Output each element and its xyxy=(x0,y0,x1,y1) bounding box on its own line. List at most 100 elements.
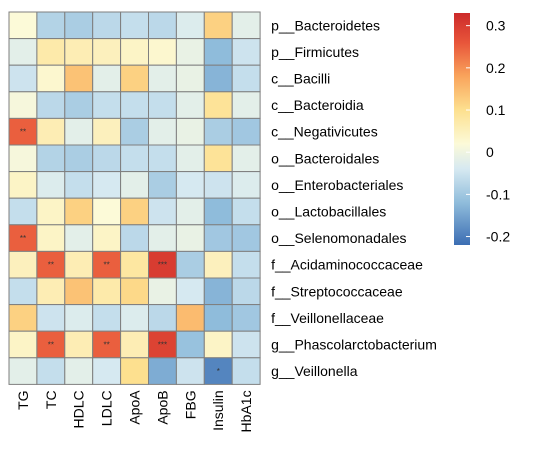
heatmap-cell-c-negativicutes-hdlc xyxy=(64,117,94,146)
heatmap-cell-f-veillonellaceae-tg xyxy=(8,304,38,332)
heatmap-cell-g-veillonella-hba1c xyxy=(231,357,261,385)
heatmap-cell-c-bacilli-insulin xyxy=(203,64,233,93)
heatmap-cell-o-bacteroidales-tc xyxy=(36,144,66,173)
heatmap-cell-g-phascolarctobacterium-insulin xyxy=(203,330,233,359)
heatmap-cell-o-lactobacillales-hba1c xyxy=(231,197,261,226)
significance-mark: ** xyxy=(20,128,26,137)
heatmap-cell-p-firmicutes-hba1c xyxy=(231,38,261,66)
heatmap-cell-g-veillonella-tg xyxy=(8,357,38,385)
heatmap-cell-f-acidaminococcaceae-apoa xyxy=(120,250,149,279)
color-bar-tick-label: 0.2 xyxy=(486,60,506,76)
heatmap-cell-c-bacilli-apoa xyxy=(120,64,149,93)
row-label-p-bacteroidetes: p__Bacteroidetes xyxy=(271,17,380,33)
heatmap-cell-g-phascolarctobacterium-fbg xyxy=(175,330,205,359)
heatmap-cell-f-streptococcaceae-apoa xyxy=(120,277,149,306)
heatmap-cell-c-bacteroidia-insulin xyxy=(203,91,233,119)
heatmap-cell-o-bacteroidales-insulin xyxy=(203,144,233,173)
heatmap-cell-g-veillonella-apob xyxy=(148,357,177,385)
heatmap-cell-o-enterobacteriales-fbg xyxy=(175,171,205,199)
heatmap-cell-c-bacilli-hba1c xyxy=(231,64,261,93)
heatmap-cell-f-streptococcaceae-tc xyxy=(36,277,66,306)
heatmap-cell-o-selenomonadales-apoa xyxy=(120,224,149,252)
heatmap-cell-o-lactobacillales-tc xyxy=(36,197,66,226)
row-label-g-veillonella: g__Veillonella xyxy=(271,363,358,379)
heatmap-cell-c-bacilli-ldlc xyxy=(92,64,122,93)
heatmap-cell-o-bacteroidales-tg xyxy=(8,144,38,173)
column-label-ldlc: LDLC xyxy=(99,390,115,426)
heatmap-cell-g-veillonella-tc xyxy=(36,357,66,385)
row-label-c-bacilli: c__Bacilli xyxy=(271,71,330,87)
heatmap-cell-p-bacteroidetes-tc xyxy=(36,11,66,40)
significance-mark: ** xyxy=(48,341,54,350)
heatmap-cell-o-enterobacteriales-tg xyxy=(8,171,38,199)
row-label-o-lactobacillales: o__Lactobacillales xyxy=(271,204,386,220)
row-label-f-veillonellaceae: f__Veillonellaceae xyxy=(271,310,384,326)
heatmap-cell-o-enterobacteriales-hdlc xyxy=(64,171,94,199)
heatmap-cell-f-veillonellaceae-insulin xyxy=(203,304,233,332)
heatmap-cell-f-streptococcaceae-tg xyxy=(8,277,38,306)
heatmap-cell-o-lactobacillales-tg xyxy=(8,197,38,226)
heatmap-cell-g-phascolarctobacterium-apoa xyxy=(120,330,149,359)
heatmap-cell-c-bacteroidia-hba1c xyxy=(231,91,261,119)
heatmap-cell-p-bacteroidetes-hba1c xyxy=(231,11,261,40)
color-bar-tick-label: 0 xyxy=(486,144,494,160)
color-bar-tick-label: 0.3 xyxy=(486,18,506,34)
heatmap-cell-o-selenomonadales-insulin xyxy=(203,224,233,252)
heatmap-cell-f-veillonellaceae-apoa xyxy=(120,304,149,332)
heatmap-cell-c-bacilli-tg xyxy=(8,64,38,93)
heatmap-cell-c-bacteroidia-tg xyxy=(8,91,38,119)
heatmap-cell-c-negativicutes-tc xyxy=(36,117,66,146)
heatmap-cell-c-bacilli-fbg xyxy=(175,64,205,93)
significance-mark: ** xyxy=(20,234,26,243)
heatmap-cell-o-selenomonadales-fbg xyxy=(175,224,205,252)
heatmap-cell-o-enterobacteriales-hba1c xyxy=(231,171,261,199)
row-label-f-streptococcaceae: f__Streptococcaceae xyxy=(271,283,403,299)
heatmap-cell-f-streptococcaceae-fbg xyxy=(175,277,205,306)
heatmap-cell-o-lactobacillales-ldlc xyxy=(92,197,122,226)
heatmap-cell-g-phascolarctobacterium-hba1c xyxy=(231,330,261,359)
heatmap-cell-o-lactobacillales-insulin xyxy=(203,197,233,226)
row-label-f-acidaminococcaceae: f__Acidaminococcaceae xyxy=(271,257,423,273)
heatmap-cell-g-phascolarctobacterium-tc xyxy=(36,330,66,359)
heatmap-cells: ****** ** ***** ** **** xyxy=(8,11,261,385)
significance-mark: ** xyxy=(104,261,110,270)
row-label-c-bacteroidia: c__Bacteroidia xyxy=(271,97,364,113)
heatmap-cell-f-veillonellaceae-fbg xyxy=(175,304,205,332)
column-labels: TG TC HDLC LDLC ApoA ApoB FBG Insulin HbA1c xyxy=(15,390,254,433)
heatmap-cell-f-veillonellaceae-apob xyxy=(148,304,177,332)
heatmap-cell-p-firmicutes-tg xyxy=(8,38,38,66)
heatmap-cell-c-negativicutes-ldlc xyxy=(92,117,122,146)
column-label-fbg: FBG xyxy=(182,390,198,419)
heatmap-cell-o-selenomonadales-hdlc xyxy=(64,224,94,252)
heatmap-cell-c-bacteroidia-ldlc xyxy=(92,91,122,119)
heatmap-cell-p-firmicutes-tc xyxy=(36,38,66,66)
row-label-o-bacteroidales: o__Bacteroidales xyxy=(271,150,379,166)
heatmap-cell-c-bacilli-tc xyxy=(36,64,66,93)
heatmap-cell-o-enterobacteriales-tc xyxy=(36,171,66,199)
significance-mark: ** xyxy=(104,341,110,350)
heatmap-cell-c-bacilli-apob xyxy=(148,64,177,93)
heatmap-cell-o-bacteroidales-hdlc xyxy=(64,144,94,173)
heatmap-cell-c-negativicutes-tg xyxy=(8,117,38,146)
heatmap-cell-o-selenomonadales-hba1c xyxy=(231,224,261,252)
column-label-tc: TC xyxy=(43,390,59,409)
row-label-o-selenomonadales: o__Selenomonadales xyxy=(271,230,406,246)
column-label-hdlc: HDLC xyxy=(71,390,87,428)
heatmap-cell-g-veillonella-apoa xyxy=(120,357,149,385)
heatmap-cell-o-lactobacillales-fbg xyxy=(175,197,205,226)
heatmap-cell-o-lactobacillales-apoa xyxy=(120,197,149,226)
heatmap-cell-c-bacteroidia-hdlc xyxy=(64,91,94,119)
heatmap-cell-c-bacilli-hdlc xyxy=(64,64,94,93)
heatmap-cell-p-bacteroidetes-insulin xyxy=(203,11,233,40)
heatmap-cell-f-streptococcaceae-insulin xyxy=(203,277,233,306)
heatmap-cell-o-enterobacteriales-ldlc xyxy=(92,171,122,199)
heatmap-cell-p-bacteroidetes-tg xyxy=(8,11,38,40)
heatmap-cell-c-bacteroidia-fbg xyxy=(175,91,205,119)
heatmap-cell-f-streptococcaceae-hba1c xyxy=(231,277,261,306)
heatmap-cell-p-bacteroidetes-fbg xyxy=(175,11,205,40)
heatmap-cell-f-veillonellaceae-hdlc xyxy=(64,304,94,332)
heatmap-cell-o-selenomonadales-tc xyxy=(36,224,66,252)
heatmap-cell-c-bacteroidia-tc xyxy=(36,91,66,119)
heatmap-cell-p-bacteroidetes-ldlc xyxy=(92,11,122,40)
significance-mark: * xyxy=(217,367,220,376)
